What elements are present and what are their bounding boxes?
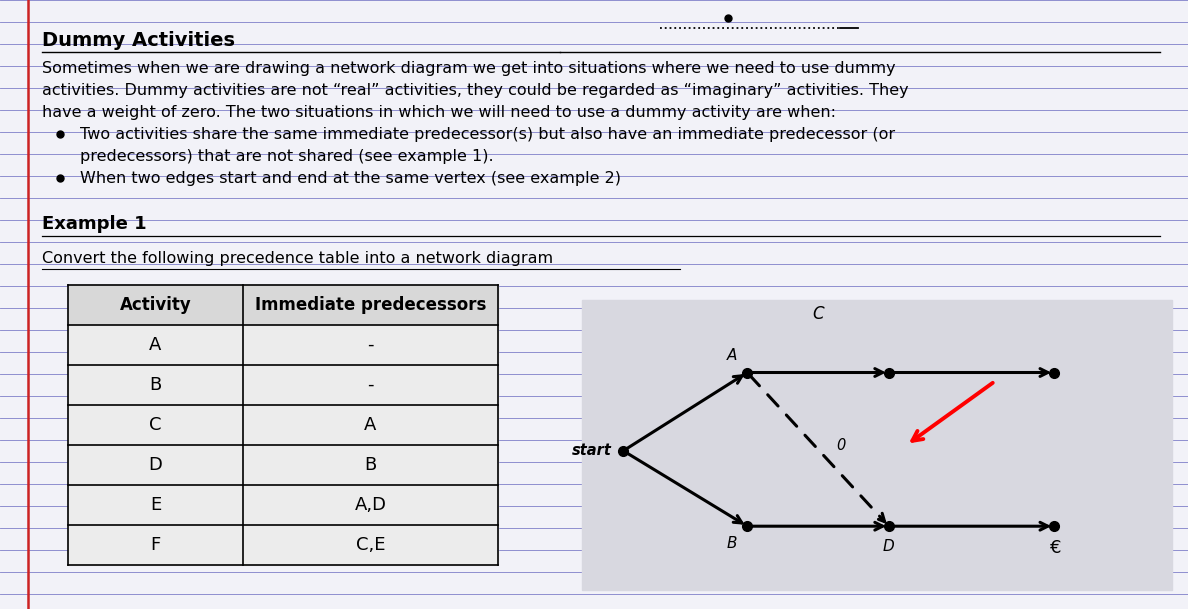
Bar — [68, 445, 498, 485]
Bar — [582, 300, 1173, 590]
Text: B: B — [150, 376, 162, 394]
Bar — [68, 485, 498, 525]
Text: D: D — [148, 456, 163, 474]
Text: Dummy Activities: Dummy Activities — [42, 30, 235, 49]
Text: C,E: C,E — [355, 536, 385, 554]
Text: have a weight of zero. The two situations in which we will need to use a dummy a: have a weight of zero. The two situation… — [42, 105, 836, 119]
Bar — [68, 325, 498, 365]
Text: Example 1: Example 1 — [42, 215, 146, 233]
Text: B: B — [727, 536, 738, 551]
Text: start: start — [571, 443, 612, 459]
Text: -: - — [367, 376, 374, 394]
Text: D: D — [883, 539, 895, 554]
Text: B: B — [365, 456, 377, 474]
Text: Convert the following precedence table into a network diagram: Convert the following precedence table i… — [42, 250, 554, 266]
Text: Sometimes when we are drawing a network diagram we get into situations where we : Sometimes when we are drawing a network … — [42, 60, 896, 76]
Text: A: A — [150, 336, 162, 354]
Text: C: C — [813, 305, 823, 323]
Text: A,D: A,D — [354, 496, 386, 514]
Bar — [68, 405, 498, 445]
Text: When two edges start and end at the same vertex (see example 2): When two edges start and end at the same… — [80, 171, 621, 186]
Bar — [68, 285, 498, 325]
Text: C: C — [150, 416, 162, 434]
Text: F: F — [151, 536, 160, 554]
Text: activities. Dummy activities are not “real” activities, they could be regarded a: activities. Dummy activities are not “re… — [42, 82, 909, 97]
Text: A: A — [365, 416, 377, 434]
Text: -: - — [367, 336, 374, 354]
Bar — [68, 525, 498, 565]
Text: Two activities share the same immediate predecessor(s) but also have an immediat: Two activities share the same immediate … — [80, 127, 895, 141]
Text: predecessors) that are not shared (see example 1).: predecessors) that are not shared (see e… — [80, 149, 494, 163]
Text: E: E — [150, 496, 162, 514]
Text: A: A — [727, 348, 738, 362]
Text: €: € — [1050, 539, 1062, 557]
Text: Activity: Activity — [120, 296, 191, 314]
Bar — [68, 365, 498, 405]
Text: Immediate predecessors: Immediate predecessors — [254, 296, 486, 314]
Text: 0: 0 — [836, 438, 845, 453]
